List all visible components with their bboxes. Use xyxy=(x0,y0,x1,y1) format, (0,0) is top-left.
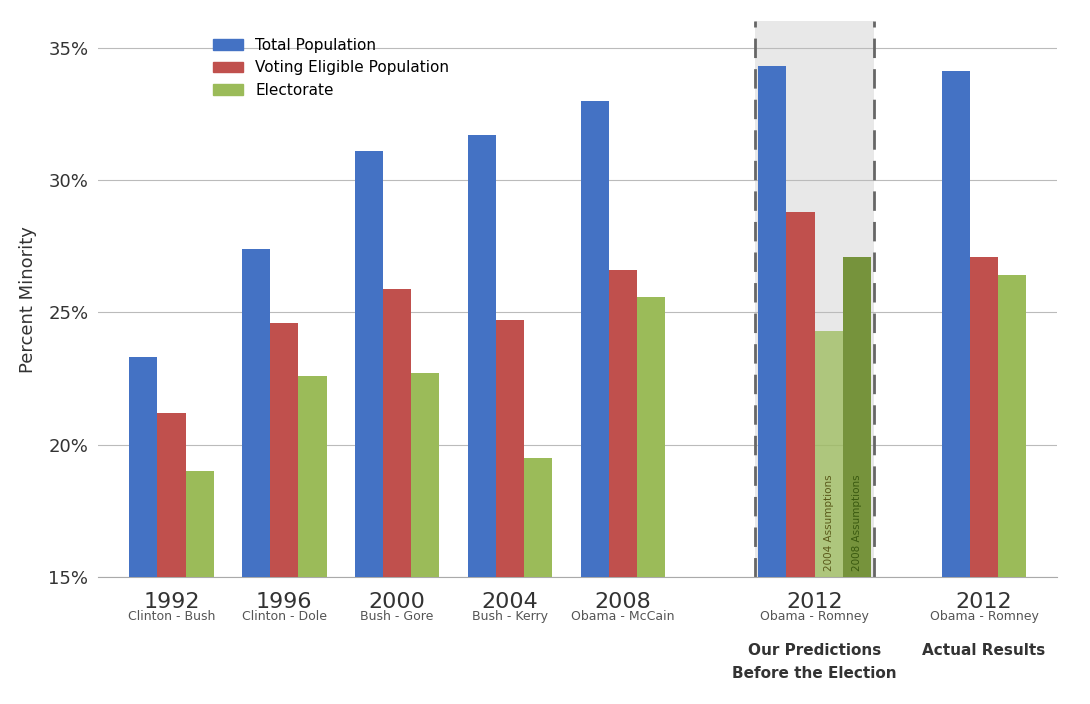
Text: 2012: 2012 xyxy=(956,592,1013,612)
Text: Actual Results: Actual Results xyxy=(922,643,1045,658)
Text: 2000: 2000 xyxy=(368,592,425,612)
Bar xyxy=(299,376,327,704)
Text: Bush - Gore: Bush - Gore xyxy=(361,610,434,623)
Text: Clinton - Dole: Clinton - Dole xyxy=(242,610,327,623)
Text: 1996: 1996 xyxy=(256,592,313,612)
Bar xyxy=(270,323,299,704)
Bar xyxy=(242,249,270,704)
Bar xyxy=(970,257,998,704)
Bar xyxy=(468,135,496,704)
Bar xyxy=(383,289,411,704)
Text: 2008: 2008 xyxy=(594,592,651,612)
Bar xyxy=(355,151,383,704)
Bar xyxy=(787,212,814,704)
Bar xyxy=(524,458,553,704)
Bar xyxy=(843,257,871,704)
Text: Bush - Kerry: Bush - Kerry xyxy=(472,610,548,623)
Bar xyxy=(755,21,874,577)
Bar xyxy=(998,275,1027,704)
Bar xyxy=(129,358,157,704)
Bar xyxy=(942,71,970,704)
Text: Obama - Romney: Obama - Romney xyxy=(760,610,869,623)
Text: Clinton - Bush: Clinton - Bush xyxy=(128,610,215,623)
Legend: Total Population, Voting Eligible Population, Electorate: Total Population, Voting Eligible Popula… xyxy=(206,32,456,104)
Y-axis label: Percent Minority: Percent Minority xyxy=(20,226,37,372)
Text: 2004 Assumptions: 2004 Assumptions xyxy=(824,474,834,571)
Text: Obama - Romney: Obama - Romney xyxy=(930,610,1039,623)
Text: Our Predictions: Our Predictions xyxy=(748,643,882,658)
Bar xyxy=(608,270,637,704)
Bar xyxy=(759,66,787,704)
Text: 2012: 2012 xyxy=(786,592,843,612)
Bar xyxy=(637,296,665,704)
Bar xyxy=(814,331,843,704)
Text: Before the Election: Before the Election xyxy=(732,666,897,681)
Text: 2008 Assumptions: 2008 Assumptions xyxy=(852,474,862,571)
Bar xyxy=(411,373,439,704)
Bar xyxy=(185,472,214,704)
Bar xyxy=(581,101,608,704)
Text: Obama - McCain: Obama - McCain xyxy=(571,610,675,623)
Bar xyxy=(157,413,185,704)
Text: 2004: 2004 xyxy=(482,592,538,612)
Text: 1992: 1992 xyxy=(143,592,199,612)
Bar xyxy=(496,320,524,704)
